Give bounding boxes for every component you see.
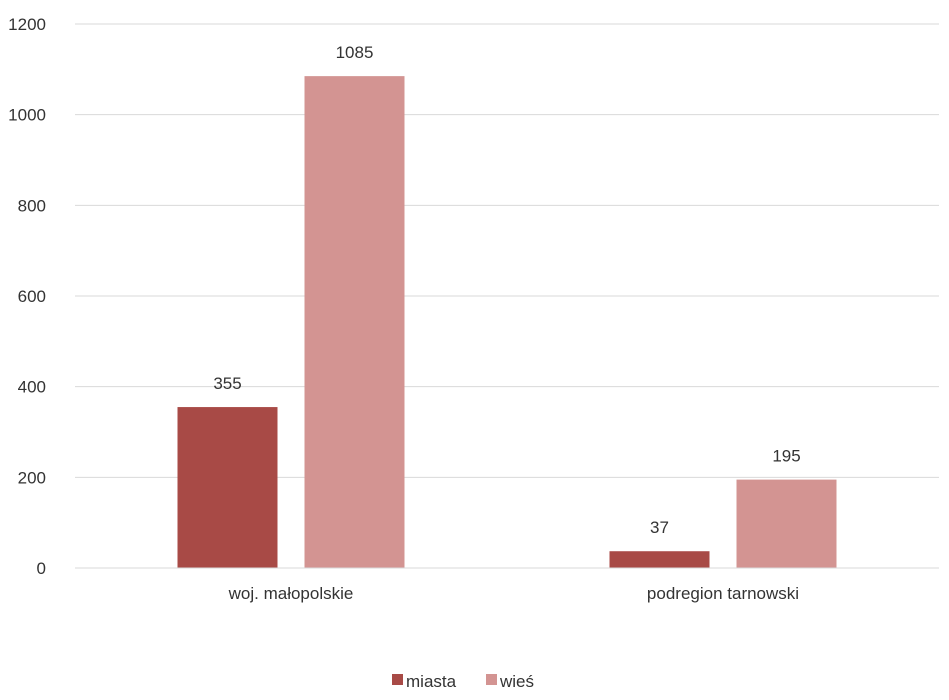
x-tick-label: woj. małopolskie [228,584,354,603]
gridlines [75,23,939,478]
y-tick-label: 1000 [8,106,46,125]
legend-label: wieś [499,672,534,691]
bars [177,76,837,568]
y-tick-label: 600 [18,287,46,306]
data-label: 195 [772,447,800,466]
y-tick-label: 400 [18,378,46,397]
y-tick-label: 0 [37,559,46,578]
y-tick-label: 200 [18,468,46,487]
bar-wieś [736,479,837,568]
y-tick-label: 800 [18,196,46,215]
data-label: 355 [213,374,241,393]
legend-swatch [486,674,497,685]
data-labels: 355 1085 37 195 [213,43,800,537]
x-tick-label: podregion tarnowski [647,584,799,603]
x-axis-ticks: woj. małopolskie podregion tarnowski [228,584,799,603]
y-tick-label: 1200 [8,15,46,34]
legend-swatch [392,674,403,685]
y-axis-ticks: 0 200 400 600 800 1000 1200 [8,15,46,578]
legend: miasta wieś [392,672,534,691]
bar-miasta [609,551,710,568]
data-label: 1085 [336,43,374,62]
legend-label: miasta [406,672,457,691]
bar-miasta [177,407,278,568]
bar-wieś [304,76,405,568]
data-label: 37 [650,518,669,537]
